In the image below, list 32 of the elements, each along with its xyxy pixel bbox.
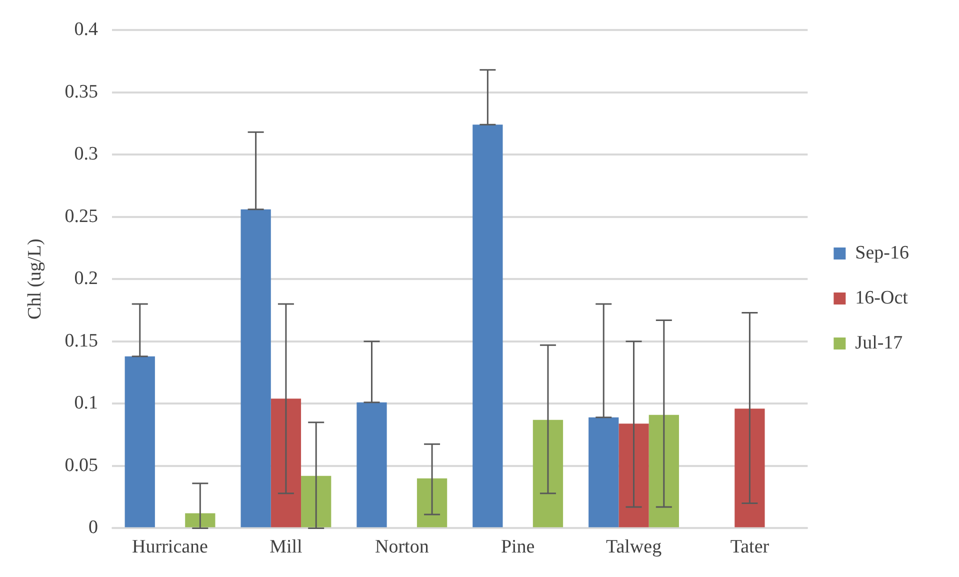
bar: [240, 209, 271, 528]
bar: [648, 414, 679, 528]
y-axis-title: Chl (ug/L): [24, 238, 46, 320]
bar: [416, 478, 448, 528]
legend-label: 16-Oct: [855, 287, 909, 308]
x-tick-label: Pine: [500, 536, 535, 558]
bar: [472, 124, 503, 528]
y-tick-label: 0.05: [64, 454, 98, 476]
y-tick-label: 0.2: [74, 268, 98, 290]
legend-label: Sep-16: [855, 242, 909, 264]
bar: [734, 408, 765, 528]
y-tick-label: 0.3: [74, 144, 98, 165]
y-tick-label: 0.1: [74, 392, 98, 414]
x-tick-label: Tater: [730, 536, 770, 558]
y-tick-label: 0: [88, 517, 98, 538]
bar: [185, 513, 216, 528]
y-tick-label: 0.35: [64, 81, 98, 102]
bar: [356, 402, 387, 528]
y-tick-label: 0.15: [64, 330, 98, 352]
bar: [301, 476, 332, 528]
y-tick-label: 0.4: [74, 18, 99, 40]
x-tick-label: Norton: [374, 536, 430, 558]
x-tick-label: Talweg: [606, 536, 662, 558]
bar: [270, 398, 302, 528]
bar: [618, 424, 649, 528]
bar: [532, 420, 564, 528]
y-tick-label: 0.25: [64, 206, 98, 227]
x-tick-label: Mill: [270, 536, 302, 558]
legend-label: Jul-17: [855, 332, 903, 354]
bar: [588, 417, 619, 528]
x-tick-label: Hurricane: [132, 536, 208, 558]
bar: [124, 356, 155, 528]
